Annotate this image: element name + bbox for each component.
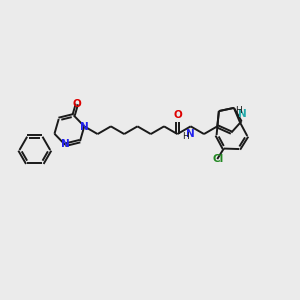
Text: O: O <box>173 110 182 120</box>
Text: H: H <box>235 106 242 115</box>
Text: Cl: Cl <box>212 154 223 164</box>
Text: N: N <box>80 122 89 132</box>
Text: O: O <box>73 99 82 109</box>
Text: N: N <box>61 139 70 149</box>
Text: H: H <box>183 132 189 141</box>
Text: N: N <box>238 109 247 118</box>
Text: N: N <box>186 129 195 139</box>
